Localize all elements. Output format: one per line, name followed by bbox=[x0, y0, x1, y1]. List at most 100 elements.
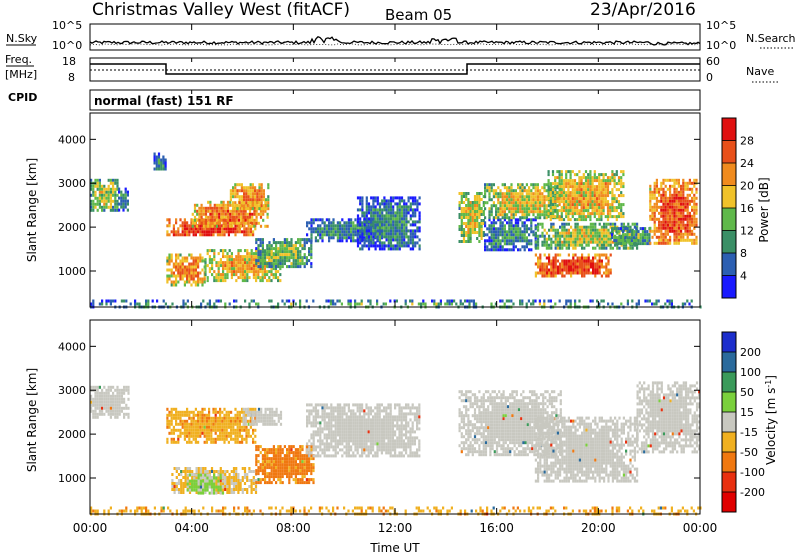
power-cell bbox=[565, 185, 568, 189]
power-cell bbox=[501, 198, 504, 202]
velocity-cell bbox=[249, 416, 252, 420]
power-cell bbox=[666, 187, 669, 191]
power-cell bbox=[571, 203, 574, 207]
power-cell bbox=[492, 230, 495, 234]
power-cell bbox=[107, 193, 110, 197]
power-cell bbox=[405, 214, 408, 218]
power-cell bbox=[416, 199, 419, 203]
power-cell bbox=[673, 178, 676, 182]
power-cell bbox=[662, 193, 665, 197]
power-cell bbox=[247, 198, 250, 202]
power-cell bbox=[547, 197, 550, 201]
power-cell bbox=[418, 244, 421, 248]
power-cell bbox=[675, 205, 678, 209]
power-cell bbox=[613, 200, 616, 204]
power-cell bbox=[517, 204, 520, 208]
power-cell bbox=[574, 231, 577, 235]
power-cell bbox=[294, 244, 297, 248]
power-cell bbox=[554, 198, 557, 202]
power-cell bbox=[514, 239, 517, 243]
power-cell bbox=[460, 228, 463, 231]
power-cell bbox=[255, 267, 258, 271]
power-cell bbox=[354, 302, 357, 306]
power-cell bbox=[541, 231, 544, 235]
power-cell bbox=[321, 218, 324, 222]
power-cell bbox=[580, 209, 583, 213]
power-cell bbox=[359, 199, 362, 203]
power-cell bbox=[480, 231, 483, 234]
power-cell bbox=[237, 249, 240, 253]
power-cell bbox=[565, 209, 568, 213]
power-cell bbox=[514, 198, 517, 202]
power-cell bbox=[418, 238, 421, 242]
power-cell bbox=[175, 218, 178, 222]
power-cell bbox=[98, 202, 101, 206]
power-cell bbox=[593, 215, 596, 219]
power-cell bbox=[691, 199, 694, 203]
power-cell bbox=[387, 202, 390, 206]
velocity-cell bbox=[241, 425, 244, 429]
power-cell bbox=[286, 259, 289, 263]
power-cell bbox=[521, 204, 524, 208]
power-cell bbox=[649, 190, 652, 194]
power-cell bbox=[242, 215, 245, 219]
power-cell bbox=[465, 204, 468, 207]
power-cell bbox=[532, 195, 535, 199]
power-cell bbox=[265, 207, 268, 211]
power-cell bbox=[283, 302, 286, 306]
power-cell bbox=[372, 199, 375, 203]
power-cell bbox=[589, 228, 592, 232]
power-cell bbox=[385, 211, 388, 215]
power-cell bbox=[259, 212, 263, 216]
power-cell bbox=[217, 273, 220, 277]
power-cell bbox=[239, 255, 242, 259]
power-cell bbox=[244, 276, 247, 280]
power-cell bbox=[458, 207, 461, 210]
power-cell bbox=[267, 207, 270, 211]
power-cell bbox=[359, 247, 362, 251]
velocity-cell bbox=[221, 431, 224, 435]
power-cell bbox=[396, 208, 399, 212]
power-cell bbox=[480, 228, 483, 231]
power-cell bbox=[607, 271, 610, 275]
power-cell bbox=[497, 227, 500, 231]
power-cell bbox=[416, 229, 419, 233]
power-cell bbox=[567, 243, 570, 247]
power-cell bbox=[261, 238, 264, 242]
power-cell bbox=[671, 214, 674, 218]
power-cell bbox=[153, 158, 156, 162]
power-cell bbox=[490, 242, 493, 246]
power-cell bbox=[358, 227, 361, 231]
power-cell bbox=[155, 164, 158, 168]
power-cell bbox=[264, 259, 267, 263]
power-cell bbox=[561, 265, 564, 269]
power-cell bbox=[671, 184, 674, 188]
power-cell bbox=[567, 182, 570, 186]
power-cell bbox=[392, 226, 395, 230]
velocity-cell bbox=[101, 406, 104, 410]
power-cell bbox=[569, 209, 572, 213]
power-cell bbox=[345, 227, 348, 231]
power-cell bbox=[229, 218, 232, 222]
date-label: 23/Apr/2016 bbox=[590, 0, 696, 20]
velocity-cell bbox=[247, 434, 250, 438]
power-cell bbox=[211, 273, 214, 277]
power-cell bbox=[147, 299, 150, 303]
power-cell bbox=[230, 270, 233, 274]
power-cell bbox=[179, 233, 182, 237]
power-cell bbox=[264, 250, 267, 254]
power-cell bbox=[112, 181, 115, 185]
power-cell bbox=[243, 201, 246, 205]
power-cell bbox=[605, 265, 608, 269]
power-cell bbox=[233, 261, 236, 265]
power-cell bbox=[469, 231, 472, 234]
power-cell bbox=[499, 233, 502, 237]
power-cell bbox=[510, 248, 513, 252]
power-cell bbox=[469, 207, 472, 210]
power-cell bbox=[664, 235, 667, 239]
power-cell bbox=[549, 203, 552, 207]
power-cell bbox=[543, 207, 546, 211]
power-cell bbox=[420, 302, 423, 306]
power-cell bbox=[286, 238, 289, 242]
power-cell bbox=[611, 206, 614, 210]
